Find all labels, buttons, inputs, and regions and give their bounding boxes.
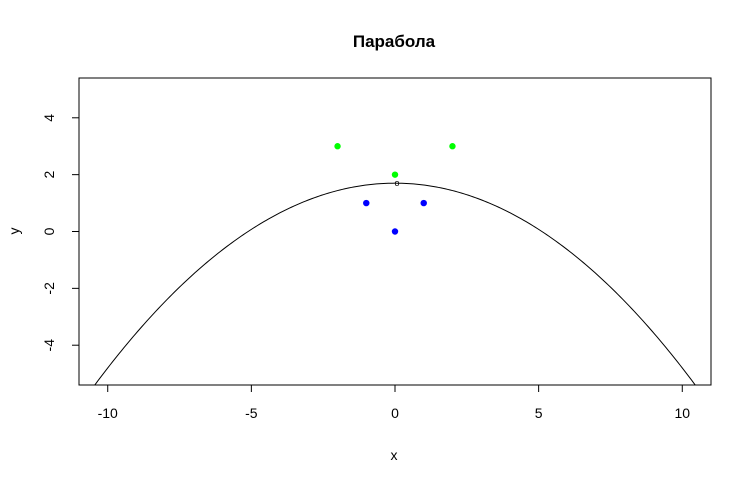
plot-area [94,182,696,385]
x-tick-label: -5 [245,405,258,421]
blue-point [363,199,370,207]
y-tick-label: -4 [41,339,57,352]
x-tick-label: -10 [98,405,118,421]
chart-title: Парабола [353,32,436,51]
x-tick-label: 5 [535,405,543,421]
vertex-annotation: o [394,178,399,188]
x-tick-label: 10 [674,405,690,421]
x-axis-label: x [391,447,398,463]
y-tick-label: 2 [41,171,57,179]
annotations-layer: o [394,178,399,188]
green-point [449,143,456,150]
x-axis: -10 -5 0 5 10 [98,385,690,421]
y-tick-label: -2 [41,282,57,295]
blue-point [391,228,399,235]
x-tick-label: 0 [391,405,399,421]
green-point [391,171,399,178]
green-point [334,143,341,150]
y-axis-label: y [6,228,22,235]
y-tick-label: 4 [41,114,57,122]
blue-point [420,199,427,207]
y-tick-label: 0 [41,227,57,235]
y-axis: -4 -2 0 2 4 [41,114,79,352]
parabola-curve [94,182,696,385]
points-layer [334,143,456,235]
